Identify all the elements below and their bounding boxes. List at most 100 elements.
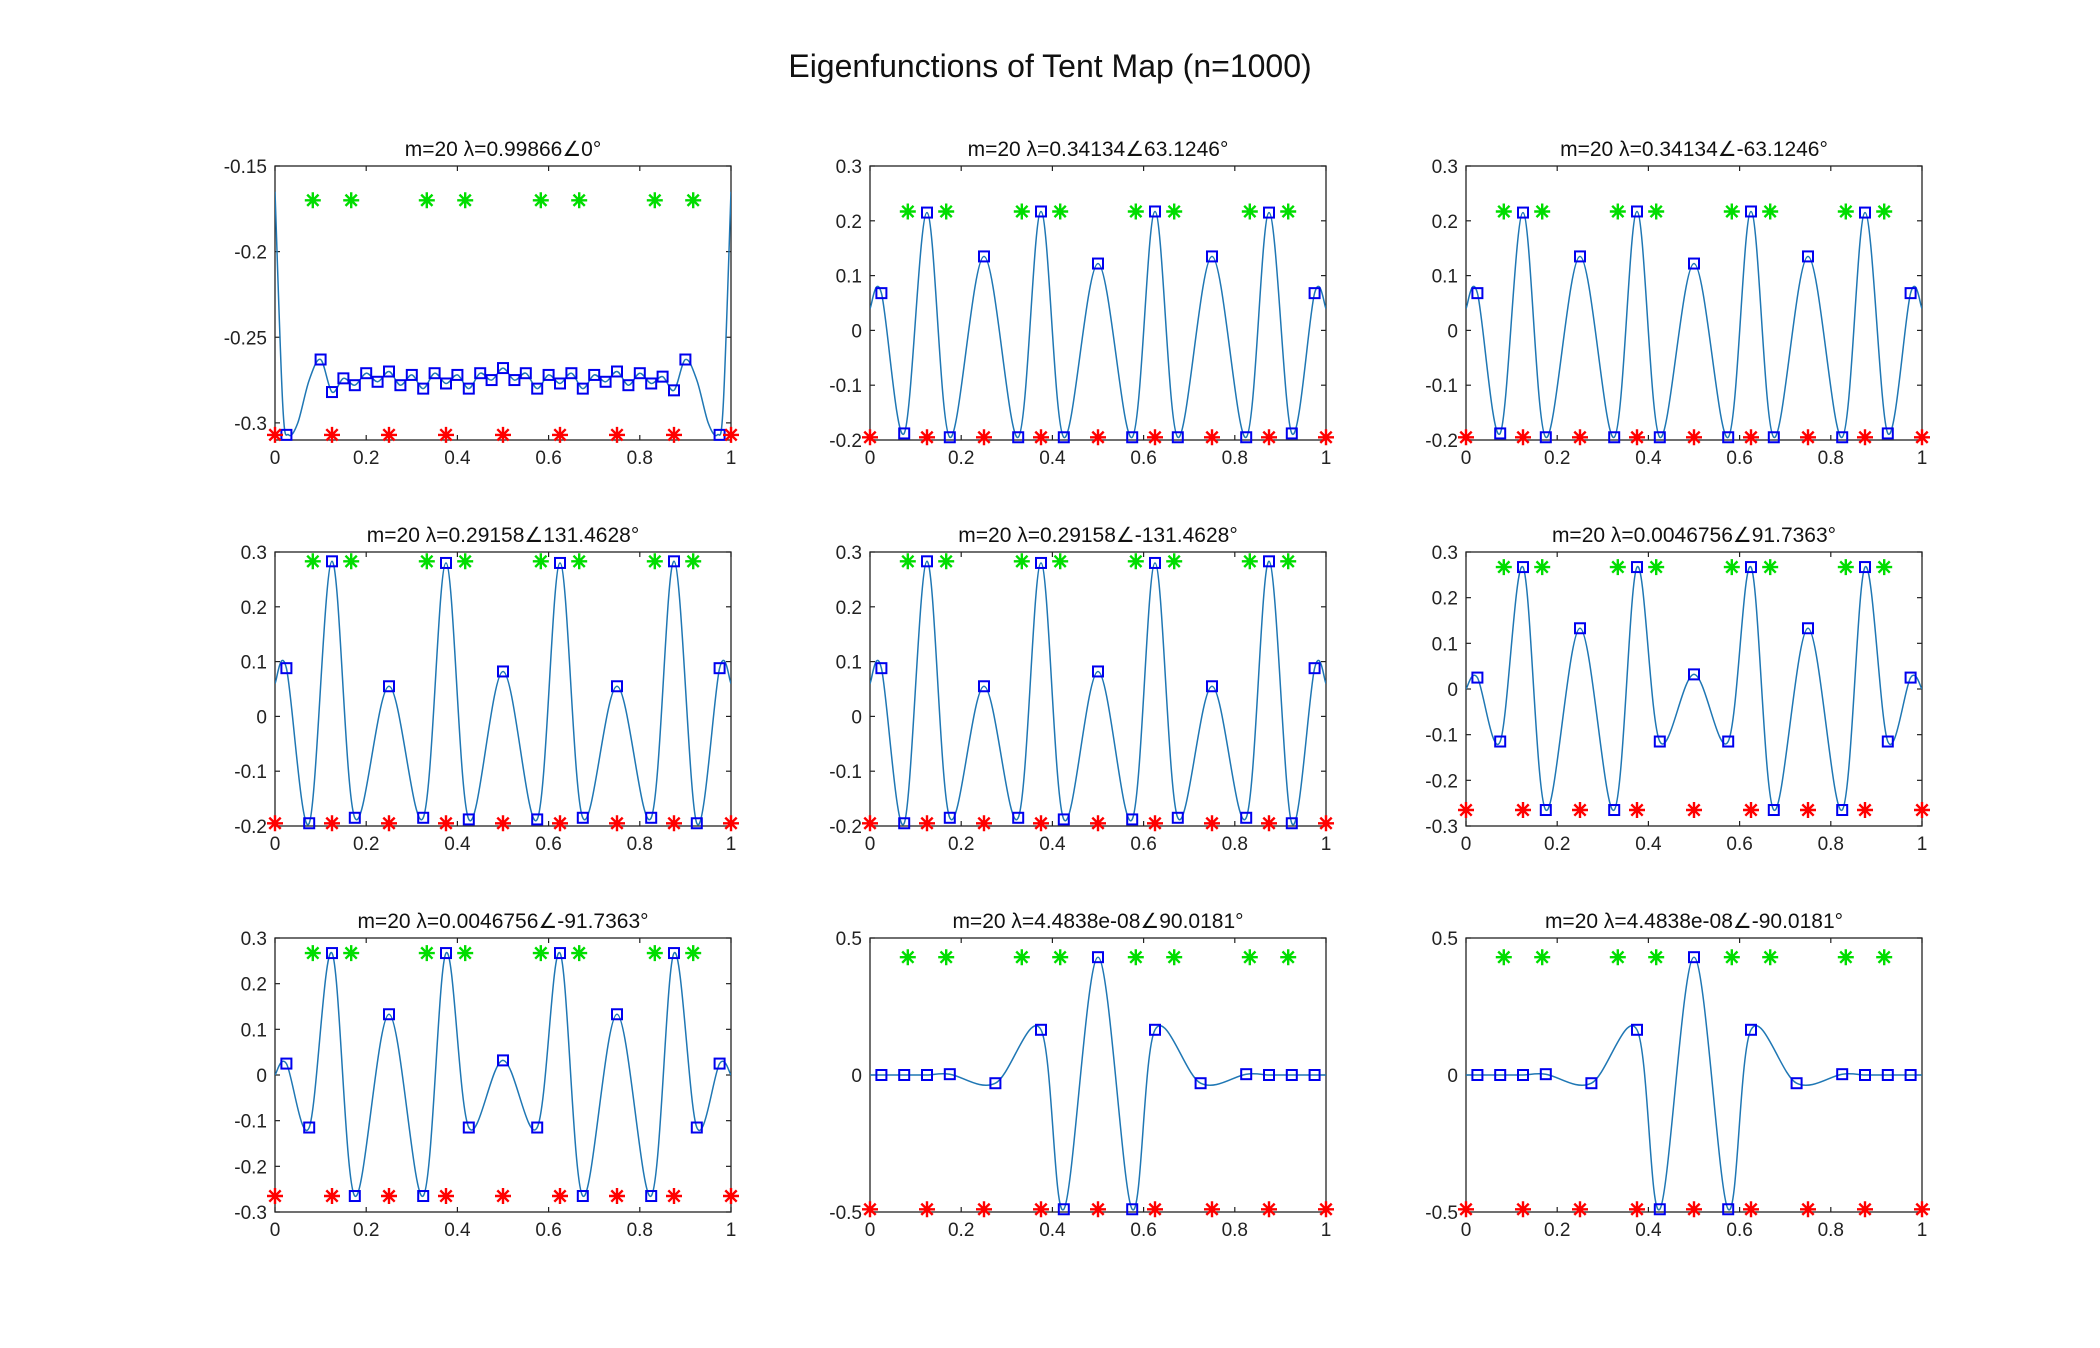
subplot-title: m=20 λ=0.29158∠131.4628° — [367, 524, 639, 547]
green-star-marker — [900, 204, 916, 220]
red-star-marker — [1572, 1201, 1588, 1217]
red-star-marker — [609, 815, 625, 831]
green-star-marker — [533, 553, 549, 569]
green-star-marker — [533, 945, 549, 961]
green-star-marker — [900, 949, 916, 965]
red-star-marker — [1686, 429, 1702, 445]
x-tick-label: 0.6 — [1726, 834, 1752, 855]
subplot-title: m=20 λ=4.4838e-08∠90.0181° — [952, 910, 1243, 933]
y-tick-label: 0.2 — [836, 598, 862, 619]
x-tick-label: 0.8 — [627, 1220, 653, 1241]
x-tick-label: 0 — [270, 448, 281, 469]
red-star-marker — [1914, 802, 1930, 818]
y-tick-label: 0.3 — [836, 157, 862, 178]
green-star-marker — [419, 945, 435, 961]
subplot-5: m=20 λ=0.29158∠-131.4628°0 0.2 0.4 0.6 0.8 1-… — [829, 524, 1334, 855]
y-tick-label: -0.2 — [829, 431, 862, 452]
red-star-marker — [1629, 1201, 1645, 1217]
axes-box — [275, 166, 731, 440]
x-tick-label: 0.6 — [535, 834, 561, 855]
subplot-title: m=20 λ=0.0046756∠91.7363° — [1552, 524, 1836, 547]
x-tick-label: 0.6 — [1130, 1220, 1156, 1241]
red-star-marker — [976, 429, 992, 445]
x-tick-label: 0.4 — [1635, 1220, 1662, 1241]
y-tick-label: -0.3 — [1425, 817, 1458, 838]
y-tick-label: -0.2 — [234, 817, 267, 838]
x-tick-label: 0.8 — [1222, 834, 1248, 855]
red-star-marker — [862, 815, 878, 831]
red-star-marker — [1318, 429, 1334, 445]
x-tick-label: 0.8 — [1818, 834, 1844, 855]
red-star-marker — [324, 815, 340, 831]
subplot-4: m=20 λ=0.29158∠131.4628° 0 0.2 0.4 0.6 0.8 1 -0… — [234, 524, 739, 855]
y-tick-label: 0.1 — [836, 653, 862, 674]
green-star-marker — [1534, 949, 1550, 965]
red-star-marker — [1458, 802, 1474, 818]
y-tick-label: 0.3 — [1432, 543, 1458, 564]
y-tick-label: 0 — [1447, 1066, 1458, 1087]
x-tick-label: 0.2 — [1544, 1220, 1570, 1241]
green-star-marker — [1610, 949, 1626, 965]
red-star-marker — [1261, 429, 1277, 445]
red-star-marker — [1800, 1201, 1816, 1217]
x-tick-label: 0.6 — [1726, 448, 1752, 469]
y-tick-label: -0.1 — [829, 376, 862, 397]
green-star-marker — [571, 945, 587, 961]
axes-box — [1466, 166, 1922, 440]
green-star-marker — [1762, 949, 1778, 965]
green-star-marker — [938, 553, 954, 569]
x-tick-label: 0.4 — [1635, 448, 1662, 469]
green-star-marker — [1496, 559, 1512, 575]
x-tick-label: 0.8 — [1818, 448, 1844, 469]
axes-box — [870, 938, 1326, 1212]
subplot-3: m=20 λ=0.34134∠-63.1246° 0 0.2 0.4 0.6 0.8 1 -0… — [1425, 138, 1930, 469]
x-tick-label: 0 — [1461, 834, 1472, 855]
red-star-marker — [1458, 429, 1474, 445]
y-tick-label: -0.3 — [234, 1203, 267, 1224]
green-star-marker — [1610, 559, 1626, 575]
y-tick-label: -0.1 — [1425, 376, 1458, 397]
red-star-marker — [1686, 802, 1702, 818]
green-star-marker — [1052, 204, 1068, 220]
green-star-marker — [1014, 949, 1030, 965]
x-tick-label: 0.4 — [1039, 834, 1066, 855]
y-tick-label: -0.2 — [829, 817, 862, 838]
subplot-title: m=20 λ=0.99866∠0° — [405, 138, 602, 161]
red-star-marker — [1743, 1201, 1759, 1217]
red-star-marker — [438, 815, 454, 831]
x-tick-label: 0 — [865, 1220, 876, 1241]
subplot-9: m=20 λ=4.4838e-08∠-90.0181°0 0.2 0.4 0.6 0.8… — [1425, 910, 1930, 1241]
green-star-marker — [1610, 204, 1626, 220]
red-star-marker — [1857, 802, 1873, 818]
x-tick-label: 1 — [1321, 448, 1332, 469]
red-star-marker — [666, 815, 682, 831]
red-star-marker — [267, 815, 283, 831]
y-tick-label: 0.5 — [836, 929, 862, 950]
x-tick-label: 0 — [865, 834, 876, 855]
y-tick-label: -0.1 — [234, 762, 267, 783]
red-star-marker — [324, 1188, 340, 1204]
subplot-1: m=20 λ=0.99866∠0°0 0.2 0.4 0.6 0.8 1-0.3-0.25… — [224, 138, 739, 469]
x-tick-label: 0.6 — [1130, 834, 1156, 855]
x-tick-label: 0.2 — [948, 1220, 974, 1241]
red-star-marker — [1147, 815, 1163, 831]
red-star-marker — [1261, 1201, 1277, 1217]
green-star-marker — [1876, 949, 1892, 965]
red-star-marker — [495, 427, 511, 443]
red-star-marker — [1857, 1201, 1873, 1217]
green-star-marker — [1166, 949, 1182, 965]
red-star-marker — [1743, 802, 1759, 818]
green-star-marker — [938, 204, 954, 220]
green-star-marker — [685, 553, 701, 569]
red-star-marker — [1515, 802, 1531, 818]
green-star-marker — [1838, 204, 1854, 220]
red-star-marker — [1033, 815, 1049, 831]
x-tick-label: 0.2 — [353, 834, 379, 855]
x-tick-label: 1 — [1917, 834, 1928, 855]
green-star-marker — [1052, 553, 1068, 569]
red-star-marker — [1743, 429, 1759, 445]
x-tick-label: 0.8 — [627, 834, 653, 855]
red-star-marker — [723, 1188, 739, 1204]
red-star-marker — [919, 815, 935, 831]
